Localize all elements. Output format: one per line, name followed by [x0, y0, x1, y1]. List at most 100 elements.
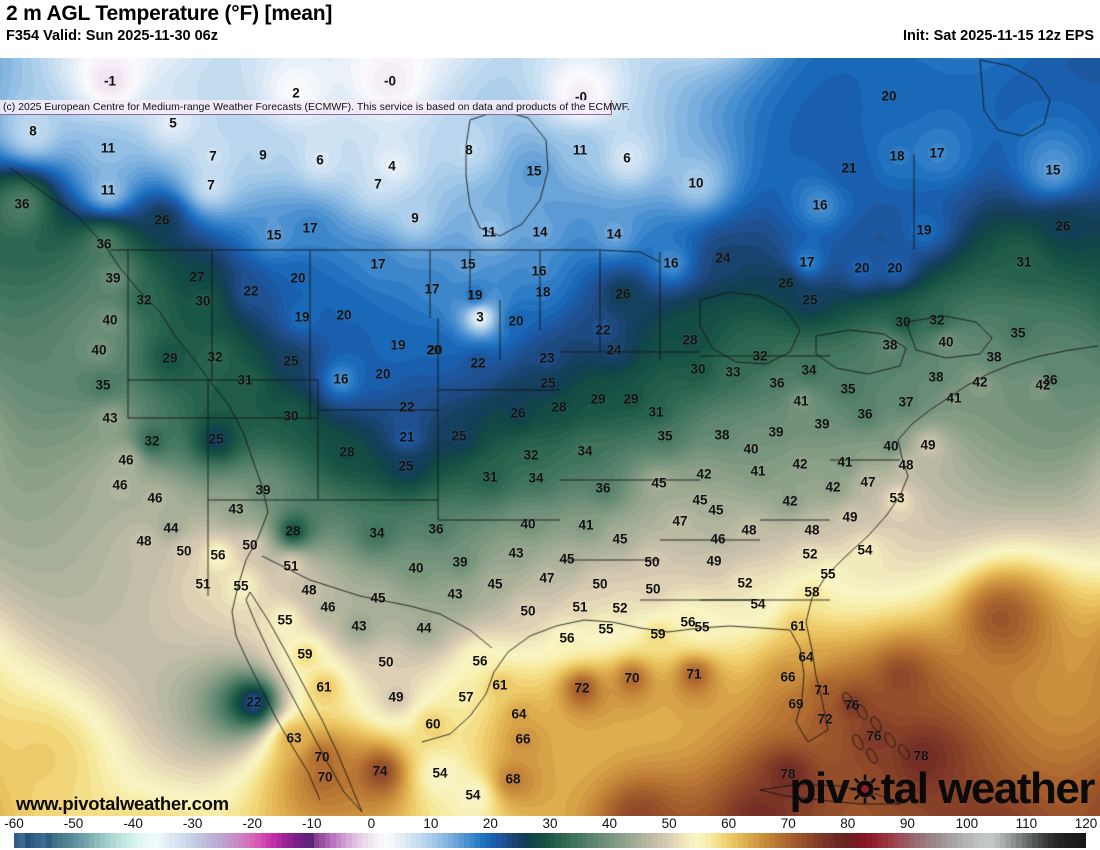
- colorbar-swatch: [978, 833, 985, 848]
- temperature-value-label: 52: [737, 575, 753, 591]
- colorbar-swatch: [1069, 833, 1076, 848]
- colorbar-swatch: [673, 833, 679, 848]
- colorbar-swatch: [378, 833, 384, 848]
- colorbar-swatch: [592, 833, 599, 848]
- colorbar-swatch: [362, 833, 368, 848]
- temperature-value-label: 56: [680, 614, 696, 630]
- colorbar-swatch: [528, 833, 534, 848]
- colorbar-swatch: [635, 833, 642, 848]
- temperature-value-label: 68: [505, 771, 521, 787]
- colorbar-swatch: [737, 833, 743, 848]
- colorbar-swatch: [1010, 833, 1017, 848]
- colorbar-swatch: [480, 833, 486, 848]
- temperature-value-label: 18: [535, 284, 551, 300]
- temperature-value-label: 31: [482, 469, 498, 485]
- colorbar-swatch: [1053, 833, 1060, 848]
- temperature-value-label: 17: [370, 256, 386, 272]
- colorbar-swatch: [453, 833, 459, 848]
- temperature-value-label: 46: [710, 531, 726, 547]
- temperature-value-label: 30: [283, 408, 299, 424]
- colorbar-tick-label: 50: [661, 816, 677, 831]
- temperature-value-label: 45: [612, 531, 628, 547]
- temperature-value-label: 9: [259, 147, 267, 163]
- temperature-value-label: 6: [623, 150, 631, 166]
- temperature-value-label: 63: [286, 730, 302, 746]
- temperature-value-label: 22: [595, 322, 611, 338]
- temperature-value-label: 36: [428, 521, 444, 537]
- colorbar-swatch: [694, 833, 700, 848]
- temperature-map[interactable]: (c) 2025 European Centre for Medium-rang…: [0, 58, 1100, 816]
- colorbar-swatch: [732, 833, 738, 848]
- temperature-value-label: 16: [333, 371, 349, 387]
- colorbar-tick-label: 0: [367, 816, 376, 831]
- colorbar-swatch: [571, 833, 577, 848]
- temperature-value-label: 49: [388, 689, 404, 705]
- temperature-value-label: 51: [283, 558, 299, 574]
- colorbar-swatch: [389, 833, 395, 848]
- temperature-value-label: 21: [841, 160, 857, 176]
- colorbar-swatch: [903, 833, 910, 848]
- temperature-value-label: 25: [451, 428, 467, 444]
- temperature-value-label: 42: [782, 493, 798, 509]
- colorbar-swatch: [474, 833, 481, 848]
- colorbar-swatch: [228, 833, 234, 848]
- temperature-value-label: 31: [1016, 254, 1032, 270]
- colorbar-swatch: [576, 833, 583, 848]
- temperature-value-label: 36: [96, 236, 112, 252]
- temperature-value-label: 14: [532, 224, 548, 240]
- colorbar-swatch: [957, 833, 963, 848]
- colorbar-swatch: [796, 833, 802, 848]
- colorbar-swatch: [410, 833, 416, 848]
- colorbar-swatch: [490, 833, 497, 848]
- colorbar-swatch: [984, 833, 990, 848]
- temperature-value-label: 3: [476, 309, 484, 325]
- colorbar-swatch: [630, 833, 636, 848]
- colorbar-swatch: [115, 833, 122, 848]
- colorbar-swatch: [866, 833, 872, 848]
- colorbar-swatch: [201, 833, 207, 848]
- temperature-value-label: 58: [804, 584, 820, 600]
- temperature-value-label: 11: [572, 142, 588, 158]
- temperature-value-label: 50: [242, 537, 258, 553]
- colorbar-swatch: [614, 833, 620, 848]
- colorbar-swatch: [753, 833, 759, 848]
- temperature-value-label: 48: [136, 533, 152, 549]
- temperature-value-label: 17: [424, 281, 440, 297]
- colorbar-swatch: [458, 833, 465, 848]
- colorbar-swatch: [705, 833, 711, 848]
- temperature-value-label: 45: [651, 475, 667, 491]
- colorbar-tick-label: -50: [63, 816, 84, 831]
- temperature-value-label: 11: [100, 140, 116, 156]
- colorbar-swatch: [721, 833, 727, 848]
- colorbar-swatch: [962, 833, 968, 848]
- colorbar-swatch: [1037, 833, 1043, 848]
- colorbar-swatch: [260, 833, 266, 848]
- colorbar-swatch: [448, 833, 454, 848]
- colorbar-tick-label: 80: [840, 816, 856, 831]
- temperature-value-label: 50: [645, 581, 661, 597]
- colorbar-tick-label: 70: [780, 816, 796, 831]
- temperature-value-label: 32: [929, 312, 945, 328]
- colorbar-swatch: [651, 833, 658, 848]
- temperature-value-label: 51: [195, 576, 211, 592]
- colorbar-swatch: [244, 833, 250, 848]
- temperature-value-label: 44: [416, 620, 432, 636]
- colorbar-swatch: [105, 833, 111, 848]
- colorbar-swatch: [892, 833, 899, 848]
- temperature-value-label: 40: [743, 441, 759, 457]
- temperature-value-label: 49: [706, 553, 722, 569]
- temperature-value-label: 16: [663, 255, 679, 271]
- colorbar-tick-label: -60: [4, 816, 24, 831]
- temperature-value-label: 74: [372, 763, 388, 779]
- colorbar-swatch: [174, 833, 181, 848]
- colorbar-swatch: [555, 833, 561, 848]
- colorbar-swatch: [126, 833, 132, 848]
- temperature-value-label: 38: [986, 349, 1002, 365]
- colorbar-swatch: [40, 833, 47, 848]
- colorbar-swatch: [373, 833, 379, 848]
- colorbar-swatch: [147, 833, 154, 848]
- temperature-value-label: 28: [682, 332, 698, 348]
- temperature-value-label: 78: [913, 748, 929, 764]
- colorbar-swatch: [67, 833, 73, 848]
- temperature-value-label: 4: [388, 158, 396, 174]
